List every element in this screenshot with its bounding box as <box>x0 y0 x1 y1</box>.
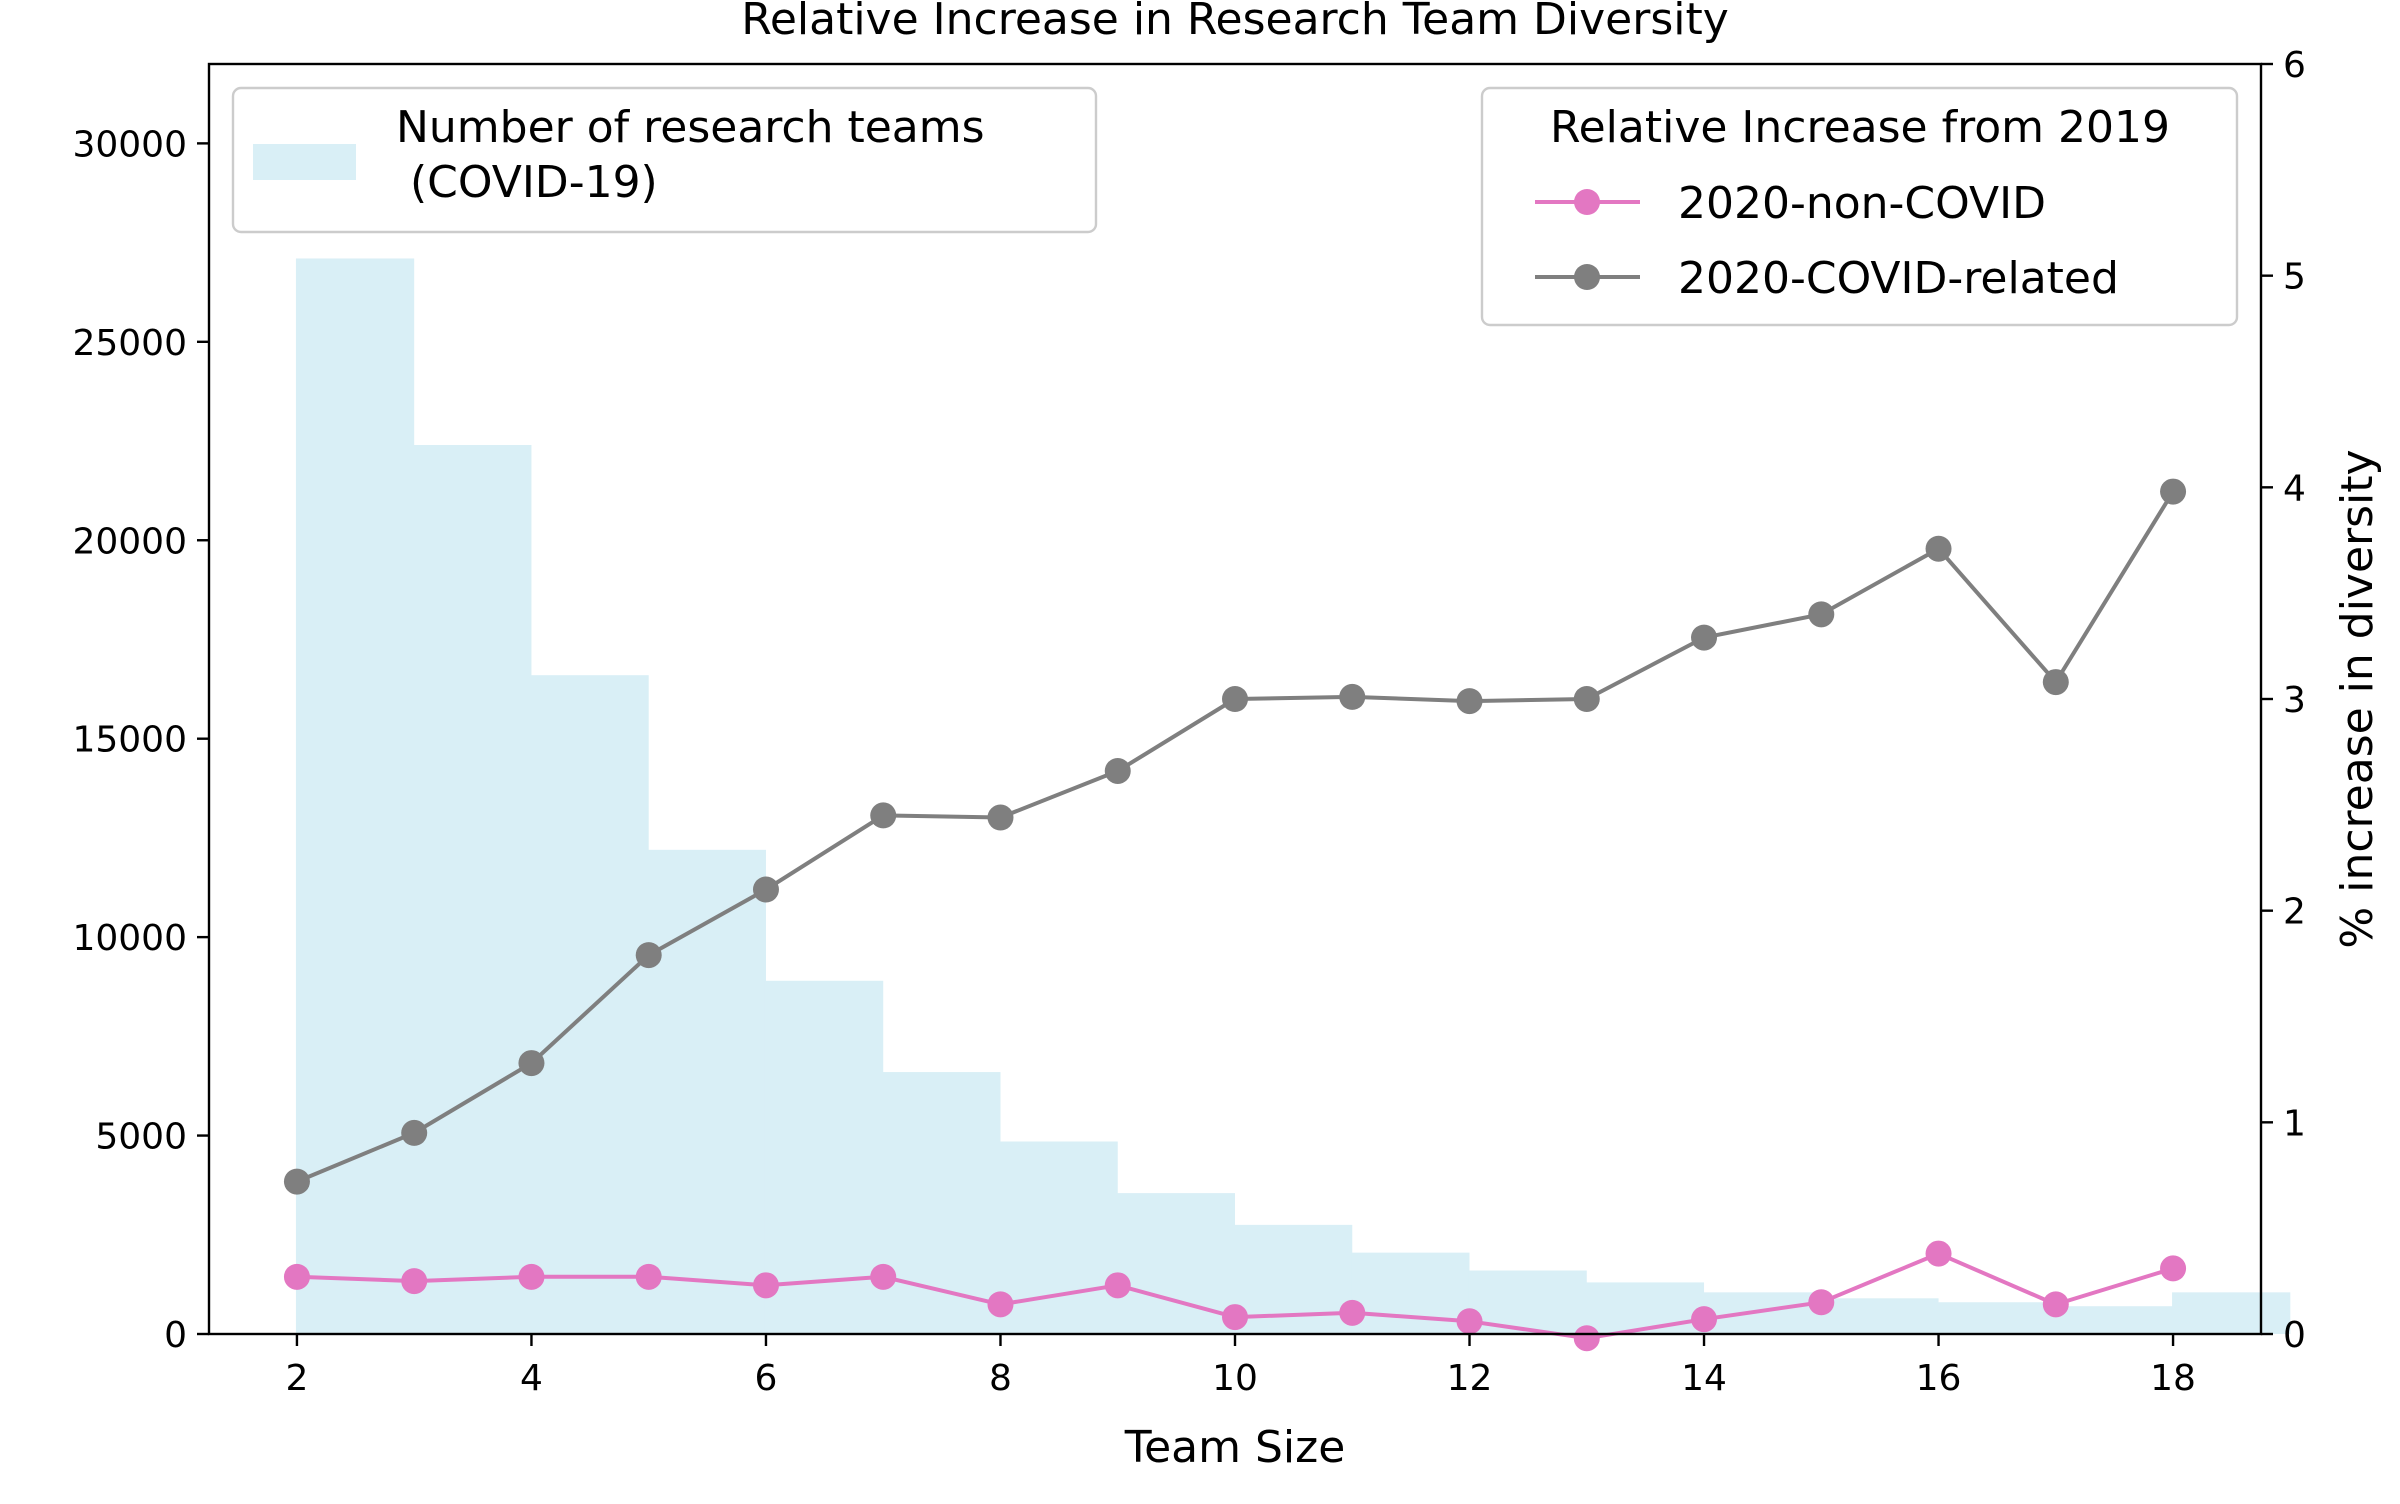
series-point <box>635 1263 662 1290</box>
x-tick-label: 10 <box>1212 1358 1258 1399</box>
series-point <box>870 1263 897 1290</box>
series-point <box>283 1168 310 1195</box>
y-left-tick-label: 0 <box>164 1315 187 1356</box>
y-left-tick-label: 5000 <box>95 1117 187 1158</box>
x-tick-label: 16 <box>1916 1358 1962 1399</box>
x-axis-label: Team Size <box>1124 1422 1346 1473</box>
x-tick-label: 12 <box>1447 1358 1493 1399</box>
series-point <box>518 1050 545 1077</box>
y-left-tick-label: 15000 <box>72 720 187 761</box>
bar <box>882 1072 1001 1334</box>
legend-bars-label-line: Number of research teams <box>396 102 985 153</box>
series-point <box>1808 1289 1835 1316</box>
series-point <box>2042 1291 2069 1318</box>
bar <box>530 675 649 1334</box>
y-right-tick-label: 5 <box>2283 257 2306 298</box>
series-point <box>870 802 897 829</box>
y-left-tick-label: 20000 <box>72 521 187 562</box>
bars-layer <box>295 258 2291 1334</box>
series-point <box>1925 535 1952 562</box>
bar <box>413 445 532 1334</box>
y-right-tick-label: 2 <box>2283 892 2306 933</box>
y-left-tick-label: 10000 <box>72 918 187 959</box>
legend-bars-label-line: (COVID-19) <box>396 157 658 208</box>
series-point <box>752 1272 779 1299</box>
legend-covid-marker <box>1574 264 1600 290</box>
bar <box>295 258 415 1334</box>
series-point <box>1222 1304 1248 1331</box>
x-tick-label: 2 <box>285 1358 308 1399</box>
y-right-axis-label: % increase in diversity <box>2332 449 2383 948</box>
series-point <box>1339 1299 1366 1326</box>
legend-lines-frame <box>1480 86 2239 327</box>
series-point <box>635 942 662 969</box>
series-point <box>1573 686 1600 712</box>
series-point <box>518 1263 545 1290</box>
lines-layer <box>283 478 2187 1352</box>
series-point <box>1456 688 1483 715</box>
y-left-tick-label: 30000 <box>72 124 187 165</box>
series-point <box>1925 1240 1952 1267</box>
series-point <box>1104 1272 1131 1299</box>
bar <box>2172 1292 2291 1334</box>
series-point <box>1104 757 1131 784</box>
y-right-tick-label: 4 <box>2283 468 2306 509</box>
series-point <box>1339 683 1366 710</box>
series-point <box>401 1119 428 1146</box>
legend-noncovid-label: 2020-non-COVID <box>1678 178 2046 229</box>
series-point <box>2042 669 2069 696</box>
legend-bars-label: Number of research teams (COVID-19) <box>396 102 985 208</box>
bar <box>1703 1292 1822 1334</box>
y-right-tick-label: 6 <box>2283 45 2306 86</box>
legend-covid-label: 2020-COVID-related <box>1678 253 2119 304</box>
legend-bars: Number of research teams (COVID-19) <box>231 86 1098 234</box>
y-right-tick-label: 1 <box>2283 1103 2306 1144</box>
series-point <box>283 1263 310 1290</box>
y-right-tick-label: 3 <box>2283 680 2306 721</box>
series-point <box>1691 624 1718 651</box>
series-point <box>1808 601 1835 628</box>
legend-bars-frame <box>231 86 1098 234</box>
series-point <box>752 876 779 903</box>
x-tick-label: 4 <box>520 1358 543 1399</box>
chart-title: Relative Increase in Research Team Diver… <box>741 0 1729 45</box>
series-point <box>2160 1255 2187 1282</box>
y-left-tick-label: 25000 <box>72 323 187 364</box>
series-point <box>1573 1325 1600 1352</box>
bar <box>1820 1298 1939 1334</box>
x-tick-label: 6 <box>755 1358 778 1399</box>
legend-lines: Relative Increase from 2019 2020-non-COV… <box>1480 86 2239 327</box>
bar <box>1937 1302 2056 1334</box>
y-right-tick-label: 0 <box>2283 1315 2306 1356</box>
axes-layer: 2 4 6 8 10 12 14 16 1805000100001500020000250003… <box>72 45 2305 1399</box>
series-point <box>987 804 1014 831</box>
series-point <box>1456 1308 1483 1335</box>
series-point <box>1222 686 1248 712</box>
legend-bars-swatch <box>253 144 356 180</box>
x-tick-label: 8 <box>989 1358 1012 1399</box>
x-tick-label: 14 <box>1681 1358 1727 1399</box>
legend-lines-title: Relative Increase from 2019 <box>1550 102 2170 153</box>
series-point <box>1691 1306 1718 1333</box>
series-point <box>2160 478 2187 505</box>
bar <box>1585 1282 1705 1334</box>
series-point <box>401 1268 428 1295</box>
series-point <box>987 1291 1014 1318</box>
bar <box>764 980 884 1334</box>
legend-noncovid-marker <box>1574 189 1600 215</box>
bar <box>2054 1306 2174 1334</box>
bar <box>647 849 766 1334</box>
bar <box>999 1141 1118 1334</box>
x-tick-label: 18 <box>2150 1358 2196 1399</box>
